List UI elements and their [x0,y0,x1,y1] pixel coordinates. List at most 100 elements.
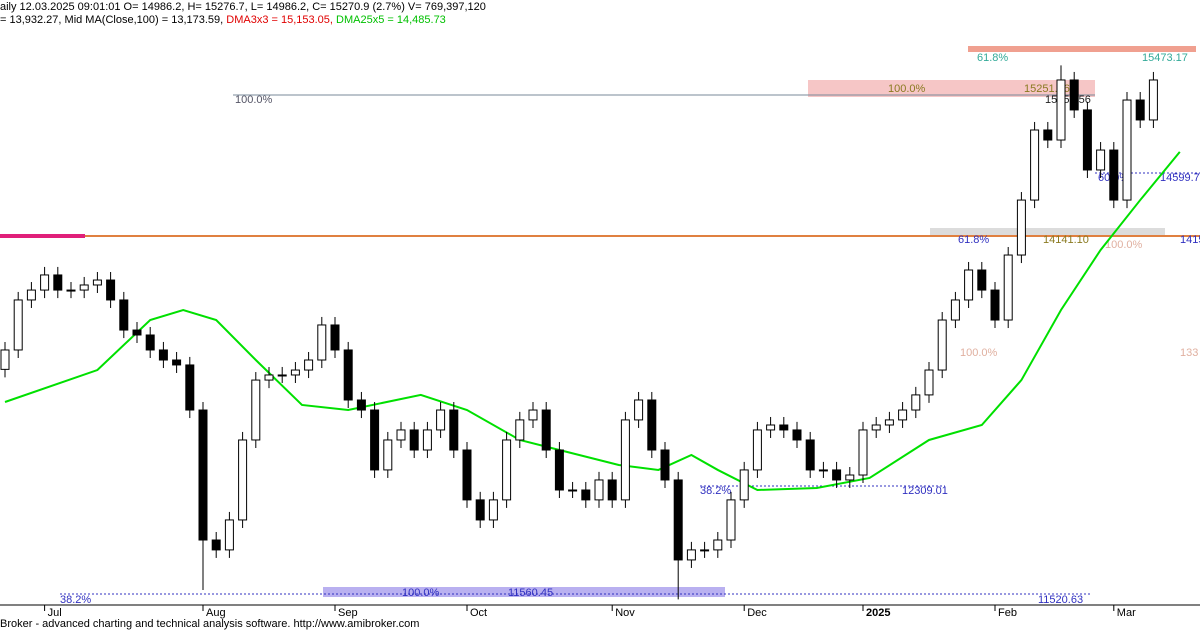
candle-body [304,359,314,371]
candle-body [370,409,380,471]
candle-body [594,479,604,501]
annotation: 15473.17 [1142,52,1188,64]
annotation: 100.0% [402,587,440,599]
legend: = 13,932.27, Mid MA(Close,100) = 13,173.… [0,14,446,26]
candle-body [832,469,842,481]
candle-body [409,429,419,451]
candle-body [924,369,934,396]
candle-body [92,279,102,286]
candle-body [541,409,551,451]
candle-body [356,399,366,411]
fib-zone [968,46,1196,52]
candle-body [766,424,776,431]
candle-body [898,409,908,421]
candle-body [1148,79,1158,121]
candle-body [238,439,248,521]
candle-body [568,489,578,492]
candle-body [713,539,723,551]
x-tick-label: 2025 [866,607,890,619]
header: aily 12.03.2025 09:01:01 O= 14986.2, H= … [0,1,486,13]
candle-body [211,539,221,551]
x-tick-label: Dec [747,607,767,619]
annotation: 1415 [1180,234,1200,246]
annotation: 11560.45 [508,587,553,599]
candle-body [990,289,1000,321]
legend-part: = 13,932.27, Mid MA(Close,100) = 13,173.… [0,14,226,26]
candle-body [1056,79,1066,141]
candle-body [884,419,894,426]
candle-body [1122,99,1132,201]
candle-body [739,469,749,501]
candle-body [1109,149,1119,201]
candle-body [502,439,512,501]
candle-body [792,429,802,441]
candle-body [818,469,828,472]
candle-body [634,399,644,421]
annotation: 61.8% [958,234,989,246]
annotation: 100.0% [960,347,998,359]
candle-body [1043,129,1053,141]
annotation: 38.2% [60,594,91,606]
candle-body [396,429,406,441]
candle-body [977,269,987,291]
candle-body [858,429,868,476]
x-tick-label: Aug [206,607,226,619]
candle-body [449,409,459,451]
fib-zone [930,228,1165,236]
candle-body [224,519,234,551]
candle-body [554,449,564,491]
footer: Broker - advanced charting and technical… [0,618,419,630]
candle-body [752,429,762,471]
candle-body [845,474,855,481]
candle-body [330,324,340,351]
candle-body [1030,129,1040,201]
annotation: 12309.01 [902,485,948,497]
candle-body [172,359,182,366]
candle-body [686,549,696,561]
candle-body [119,299,129,331]
candle-body [79,284,89,291]
candle-body [911,394,921,411]
candle-body [488,499,498,521]
candle-body [317,324,327,361]
candle-body [343,349,353,401]
x-tick-label: Nov [615,607,635,619]
candle-body [660,449,670,481]
annotation: 11520.63 [1038,594,1083,606]
candle-body [607,479,617,501]
candle-body [422,429,432,451]
candle-body [53,274,63,291]
candle-body [158,349,168,361]
candle-body [673,479,683,561]
candle-body [290,369,300,376]
candle-body [515,419,525,441]
candle-body [1135,99,1145,121]
fib-zone [323,587,725,597]
candle-body [950,299,960,321]
candle-body [779,424,789,431]
annotation: 14141.10 [1043,234,1089,246]
x-tick-label: Oct [470,607,487,619]
candle-body [436,409,446,431]
moving-average [4,151,1181,491]
candle-body [647,399,657,451]
candle-body [251,379,261,441]
candle-body [462,449,472,501]
candle-body [937,319,947,371]
candle-body [700,549,710,552]
candle-body [264,374,274,381]
candle-body [185,364,195,411]
candle-body [726,499,736,541]
candle-body [620,419,630,501]
candle-body [132,329,142,336]
candle-body [964,269,974,301]
candle-body [1096,149,1106,171]
candle-body [40,274,50,291]
legend-part: DMA3x3 = 15,153.05, [226,14,336,26]
candle-body [277,374,287,377]
annotation: 38.2% [700,485,731,497]
candle-body [871,424,881,431]
candle-body [805,439,815,471]
candle-body [1003,254,1013,321]
